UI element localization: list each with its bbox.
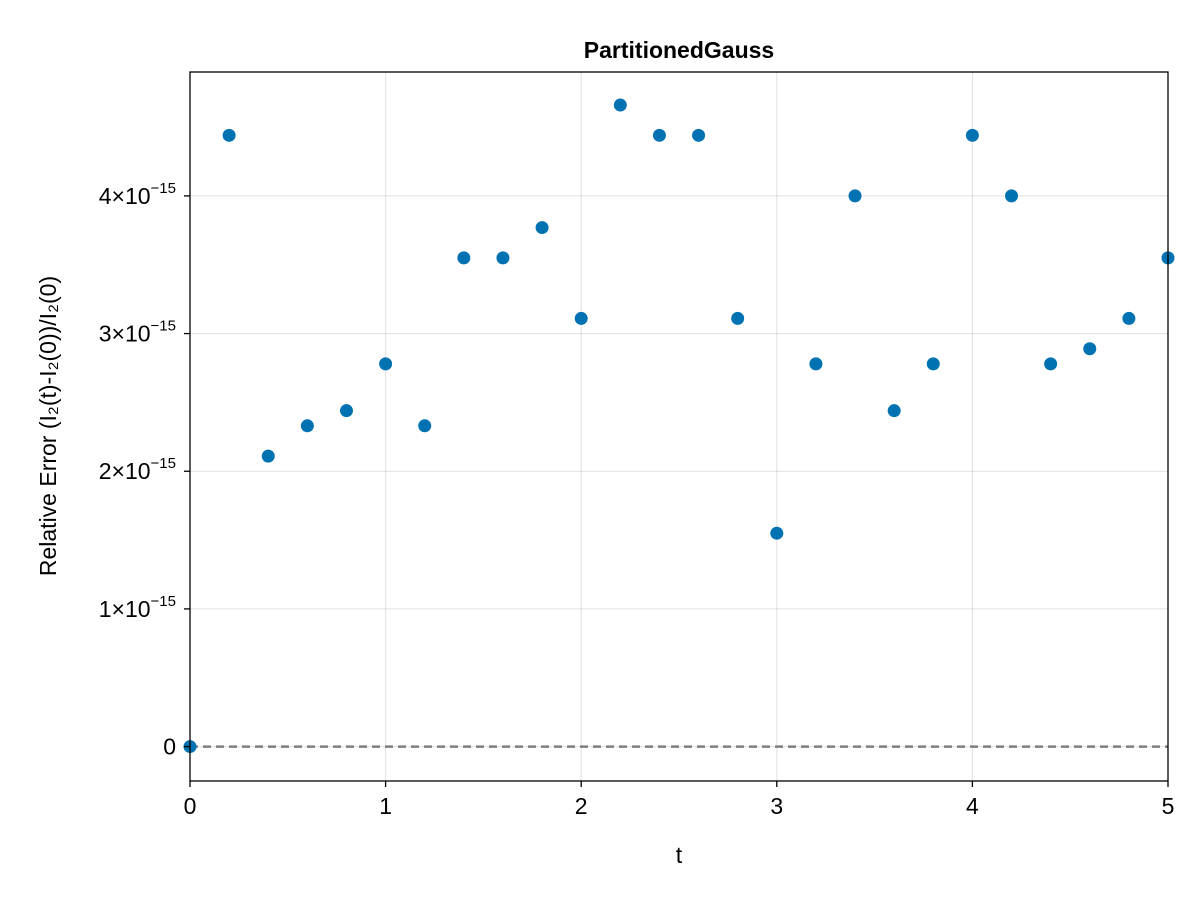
data-point: [535, 221, 549, 235]
plot-frame: [189, 71, 1169, 782]
data-point: [926, 357, 940, 371]
y-axis-ticks: 01×10−152×10−153×10−154×10−15: [99, 180, 190, 760]
data-point: [222, 128, 236, 142]
y-axis-label: Relative Error (I₂(t)-I₂(0))/I₂(0): [35, 276, 61, 576]
data-point: [339, 404, 353, 418]
y-tick-mantissa: 0: [163, 734, 176, 760]
data-point: [613, 98, 627, 112]
y-tick-mantissa: 4×10: [99, 183, 151, 209]
data-point: [261, 449, 275, 463]
x-tick-label: 0: [184, 793, 197, 819]
x-tick-label: 4: [966, 793, 979, 819]
data-point: [418, 419, 432, 433]
y-tick-label: 1×10−15: [99, 593, 176, 622]
x-tick-label: 1: [379, 793, 392, 819]
data-point: [457, 251, 471, 265]
y-tick-mantissa: 1×10: [99, 596, 151, 622]
data-point: [300, 419, 314, 433]
y-tick-label: 4×10−15: [99, 180, 176, 209]
data-point: [809, 357, 823, 371]
y-tick-exponent: −15: [151, 593, 176, 610]
data-point: [731, 311, 745, 325]
y-tick-exponent: −15: [151, 455, 176, 472]
x-tick-label: 2: [575, 793, 588, 819]
data-point: [574, 311, 588, 325]
y-tick-mantissa: 2×10: [99, 458, 151, 484]
data-point: [770, 526, 784, 540]
data-point: [848, 189, 862, 203]
y-tick-label: 3×10−15: [99, 318, 176, 347]
data-point: [1044, 357, 1058, 371]
x-axis-label: t: [676, 842, 683, 868]
y-tick-exponent: −15: [151, 318, 176, 335]
data-point: [692, 128, 706, 142]
data-point: [652, 128, 666, 142]
x-axis-ticks: 0 1 2 3 4 5: [184, 781, 1175, 819]
data-point: [1083, 342, 1097, 356]
chart-title: PartitionedGauss: [584, 37, 774, 63]
y-tick-label: 2×10−15: [99, 455, 176, 484]
y-tick-mantissa: 3×10: [99, 321, 151, 347]
data-points: [183, 98, 1175, 754]
data-point: [965, 128, 979, 142]
y-tick-label: 0: [163, 734, 176, 760]
data-point: [887, 404, 901, 418]
x-tick-label: 5: [1162, 793, 1175, 819]
data-point: [1122, 311, 1136, 325]
data-point: [379, 357, 393, 371]
data-point: [1005, 189, 1019, 203]
x-tick-label: 3: [770, 793, 783, 819]
data-point: [496, 251, 510, 265]
y-tick-exponent: −15: [151, 180, 176, 197]
